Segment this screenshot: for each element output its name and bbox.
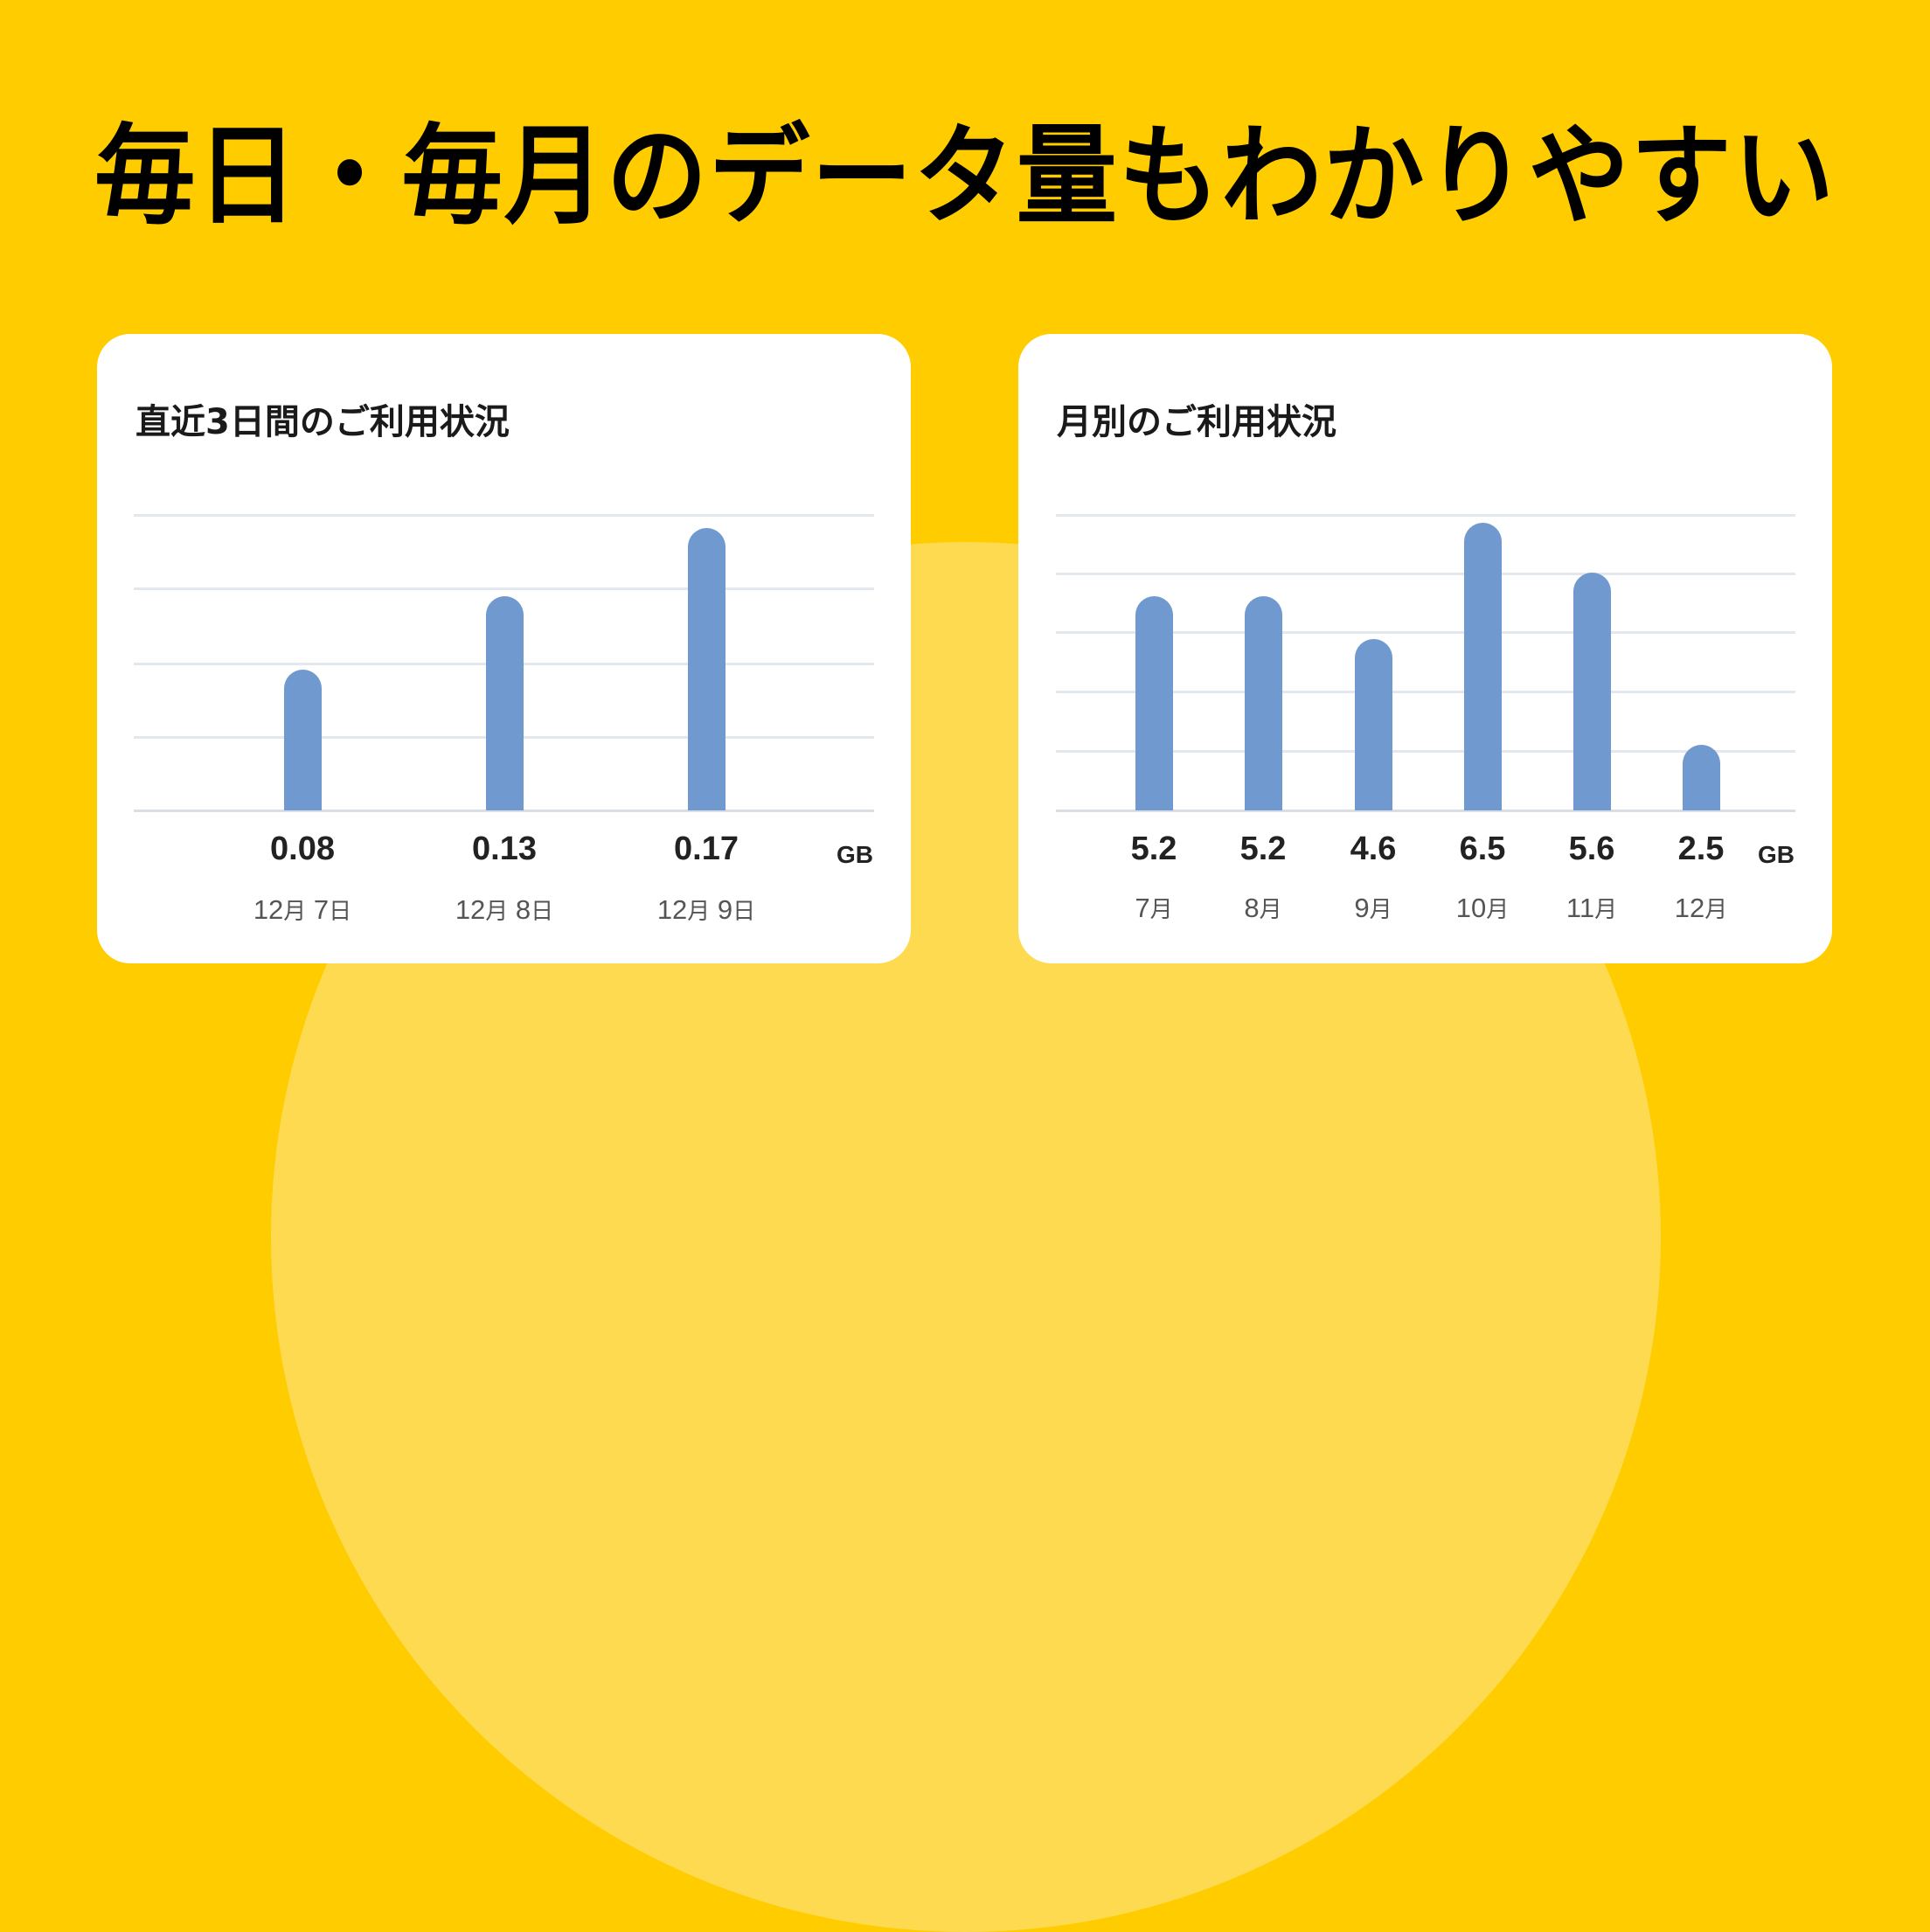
monthly-card-title: 月別のご利用状況: [1057, 402, 1336, 442]
value-label: 6.5: [1459, 830, 1506, 867]
value-label: 5.2: [1130, 830, 1177, 867]
bar-nov[interactable]: [1573, 573, 1611, 810]
unit-label: GB: [837, 841, 873, 868]
daily-card-title: 直近3日間のご利用状況: [135, 402, 510, 442]
headline: 毎日・毎月のデータ量もわかりやすい: [94, 114, 1836, 240]
value-label: 5.2: [1239, 830, 1287, 867]
grid-line: [1056, 514, 1795, 517]
category-label: 9月: [1354, 893, 1392, 923]
bar-dec-7[interactable]: [284, 670, 322, 810]
bar-oct[interactable]: [1464, 523, 1502, 810]
baseline: [134, 810, 874, 812]
value-label: 0.13: [472, 830, 537, 867]
grid-line: [134, 587, 874, 590]
bar-aug[interactable]: [1245, 596, 1282, 810]
unit-label: GB: [1758, 841, 1795, 868]
value-label: 2.5: [1677, 830, 1725, 867]
bar-sep[interactable]: [1355, 639, 1392, 810]
category-label: 10月: [1455, 893, 1510, 923]
grid-line: [1056, 691, 1795, 693]
category-label: 12月: [1674, 893, 1728, 923]
monthly-usage-card: 月別のご利用状況 5.2 5.2 4.6 6.5 5.6 2.5 GB 7月 8…: [1018, 334, 1832, 963]
value-label: 0.08: [270, 830, 335, 867]
baseline: [1056, 810, 1795, 812]
category-label: 7月: [1135, 893, 1173, 923]
category-label: 12月 7日: [253, 894, 352, 925]
value-label: 5.6: [1568, 830, 1615, 867]
category-label: 12月 8日: [455, 894, 554, 925]
category-label: 12月 9日: [656, 894, 756, 925]
daily-usage-card: 直近3日間のご利用状況 0.08 0.13 0.17 GB 12月 7日 12月…: [97, 334, 911, 963]
category-label: 11月: [1566, 893, 1618, 923]
category-label: 8月: [1244, 893, 1282, 923]
grid-line: [134, 514, 874, 517]
bar-dec-9[interactable]: [688, 528, 725, 810]
bar-jul[interactable]: [1135, 596, 1173, 810]
bar-dec[interactable]: [1683, 745, 1720, 810]
grid-line: [1056, 631, 1795, 634]
value-label: 0.17: [674, 830, 739, 867]
value-label: 4.6: [1350, 830, 1397, 867]
grid-line: [1056, 573, 1795, 575]
bar-dec-8[interactable]: [486, 596, 524, 810]
grid-line: [1056, 750, 1795, 753]
